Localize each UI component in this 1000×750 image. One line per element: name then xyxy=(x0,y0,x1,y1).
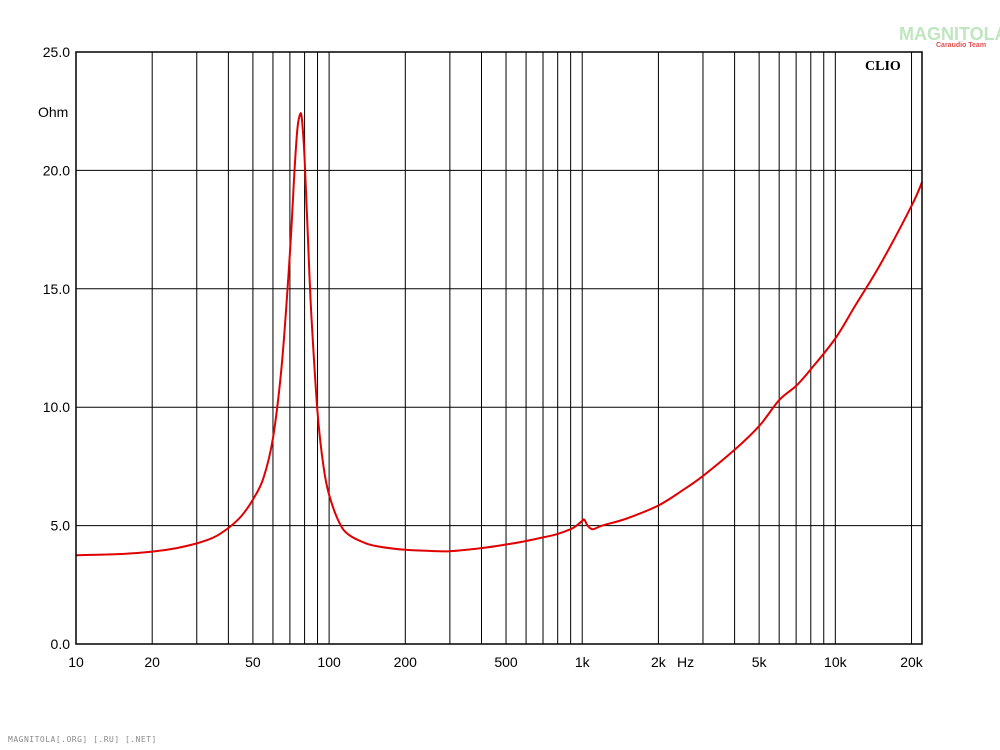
y-axis-label: Ohm xyxy=(38,104,68,120)
svg-text:MAGNITOLA: MAGNITOLA xyxy=(899,24,1000,44)
y-tick-label: 15.0 xyxy=(43,281,70,297)
plot-background xyxy=(76,52,922,644)
y-tick-label: 0.0 xyxy=(51,636,71,652)
y-tick-labels: 0.0 5.0 10.0 15.0 20.0 25.0 xyxy=(43,44,70,652)
clio-brand-label: CLIO xyxy=(865,59,901,74)
x-tick-label: 20 xyxy=(144,654,160,670)
x-tick-label: 10k xyxy=(824,654,848,670)
x-tick-label: 50 xyxy=(245,654,261,670)
plot-frame xyxy=(75,51,923,645)
x-axis-label: Hz xyxy=(677,654,694,670)
y-tick-label: 25.0 xyxy=(43,44,70,60)
x-tick-label: 10 xyxy=(68,654,84,670)
x-tick-labels: 10 20 50 100 200 500 1k 2k 5k 10k 20k xyxy=(68,654,924,670)
magnitola-watermark: MAGNITOLA Caraudio Team xyxy=(899,24,1000,49)
x-tick-label: 5k xyxy=(752,654,768,670)
svg-text:Caraudio Team: Caraudio Team xyxy=(936,42,986,49)
y-tick-label: 20.0 xyxy=(43,162,70,178)
x-tick-label: 1k xyxy=(575,654,591,670)
x-tick-label: 200 xyxy=(394,654,418,670)
x-tick-label: 500 xyxy=(494,654,518,670)
y-tick-label: 5.0 xyxy=(51,518,71,534)
x-tick-label: 20k xyxy=(900,654,924,670)
impedance-curve xyxy=(75,112,923,557)
site-footer-text: MAGNITOLA[.ORG] [.RU] [.NET] xyxy=(8,735,157,744)
impedance-series-line xyxy=(75,112,923,557)
x-tick-label: 2k xyxy=(651,654,667,670)
x-tick-label: 100 xyxy=(317,654,341,670)
y-tick-label: 10.0 xyxy=(43,399,70,415)
